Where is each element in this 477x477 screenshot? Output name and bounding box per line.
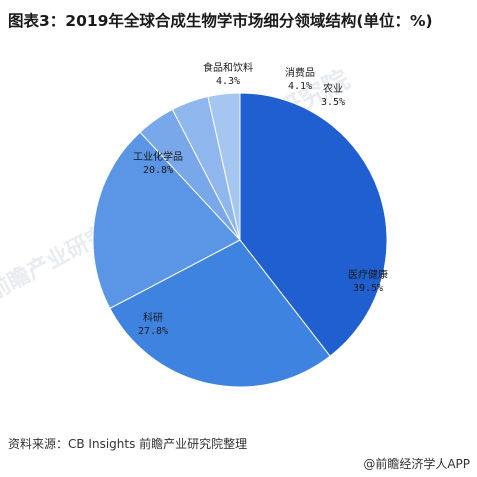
- slice-label: 科研: [143, 311, 163, 324]
- slice-label: 医疗健康: [348, 268, 388, 281]
- slice-label: 农业: [323, 82, 343, 95]
- slice-label: 工业化学品: [133, 150, 183, 163]
- chart-title: 图表3：2019年全球合成生物学市场细分领域结构(单位：%): [8, 12, 433, 30]
- pie-slice: [92, 131, 241, 310]
- slice-label: 食品和饮料: [203, 61, 253, 74]
- slice-value-label: 4.3%: [216, 76, 240, 87]
- slice-value-label: 20.8%: [143, 165, 173, 176]
- slice-value-label: 4.1%: [288, 81, 312, 92]
- brand-credit: @前瞻经济学人APP: [363, 457, 470, 471]
- pie-slice: [207, 92, 241, 241]
- slice-value-label: 27.8%: [138, 326, 168, 337]
- slice-value-label: 39.5%: [353, 283, 383, 294]
- pie-slices: [92, 92, 388, 388]
- slice-value-label: 3.5%: [321, 97, 345, 108]
- pie-slice: [109, 239, 331, 388]
- slice-label: 消费品: [285, 66, 315, 79]
- source-note: 资料来源：CB Insights 前瞻产业研究院整理: [8, 437, 248, 451]
- pie-labels: 医疗健康 39.5% 科研 27.8% 工业化学品 20.8% 食品和饮料 4.3% 消费品 4.…: [133, 61, 388, 337]
- pie-slice: [239, 92, 388, 357]
